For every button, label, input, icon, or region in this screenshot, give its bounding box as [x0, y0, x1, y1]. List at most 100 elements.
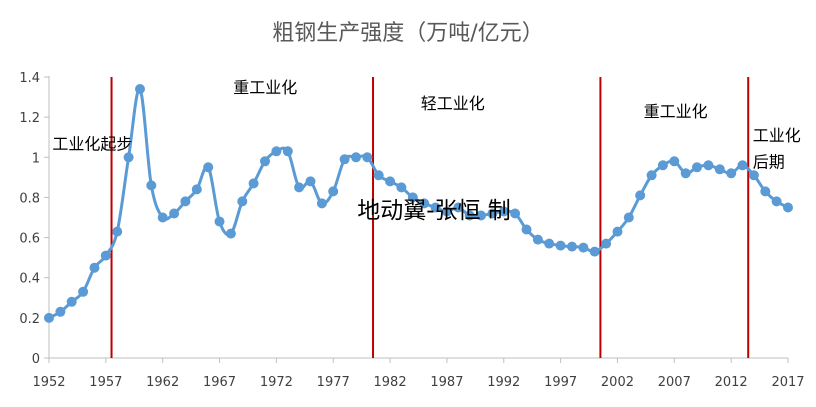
data-point	[476, 210, 486, 221]
data-point	[339, 154, 350, 165]
data-point	[646, 170, 657, 181]
x-tick-label: 1952	[32, 375, 65, 390]
y-tick-label: 0.2	[19, 312, 40, 327]
data-point	[316, 198, 327, 209]
data-point	[760, 186, 771, 197]
x-tick-label: 1982	[374, 375, 407, 390]
data-point	[680, 168, 691, 179]
data-point	[248, 178, 259, 189]
data-point	[441, 206, 452, 217]
data-point	[260, 156, 270, 167]
x-tick-label: 1977	[317, 375, 350, 390]
phase-label: 重工业化	[644, 102, 708, 121]
x-tick-label: 2002	[601, 375, 634, 390]
data-point	[510, 208, 521, 219]
phase-label: 工业化起步	[52, 134, 132, 153]
data-point	[737, 160, 748, 171]
phase-label: 重工业化	[233, 78, 297, 97]
data-point	[453, 202, 464, 213]
phase-dividers	[110, 77, 750, 358]
x-tick-label: 1972	[260, 375, 293, 390]
data-point	[328, 186, 339, 197]
data-point	[100, 250, 111, 261]
data-point	[635, 190, 646, 201]
data-point	[487, 208, 498, 219]
data-point	[430, 202, 441, 213]
y-tick-label: 0.4	[19, 272, 40, 287]
data-point	[237, 196, 248, 207]
data-point	[157, 212, 168, 223]
data-point	[294, 182, 305, 193]
data-point	[726, 168, 737, 179]
y-tick-label: 1.2	[19, 111, 40, 126]
data-point	[783, 202, 793, 213]
data-point	[203, 162, 214, 173]
data-point	[362, 152, 373, 163]
phase-label: 轻工业化	[421, 94, 485, 113]
data-point	[555, 240, 566, 251]
data-point	[282, 146, 293, 157]
data-point	[112, 226, 123, 237]
data-point	[544, 238, 555, 249]
data-point	[589, 246, 600, 257]
y-tick-label: 1	[32, 151, 40, 166]
data-point	[135, 84, 145, 94]
data-point	[692, 162, 702, 173]
y-tick-label: 0.6	[19, 232, 40, 247]
chart-title: 粗钢生产强度（万吨/亿元）	[272, 21, 543, 46]
y-tick-label: 1.4	[19, 71, 40, 86]
x-tick-label: 1957	[89, 375, 122, 390]
watermark: 地动翼-张恒 制	[357, 198, 511, 224]
data-point	[657, 160, 668, 171]
data-point	[78, 286, 89, 297]
x-tick-label: 2007	[658, 375, 691, 390]
data-point	[578, 242, 589, 253]
data-point	[44, 312, 54, 323]
data-point	[55, 306, 66, 317]
data-point	[567, 241, 577, 252]
data-point	[123, 152, 134, 163]
series	[44, 84, 793, 323]
data-point	[225, 228, 236, 239]
data-point	[169, 208, 180, 219]
data-point	[407, 192, 418, 203]
x-tick-label: 1967	[203, 375, 236, 390]
data-point	[464, 210, 475, 221]
data-point	[623, 212, 634, 223]
data-point	[703, 160, 714, 171]
data-point	[612, 226, 623, 237]
data-point	[714, 164, 725, 175]
y-tick-label: 0.8	[19, 191, 40, 206]
x-tick-label: 2017	[771, 375, 804, 390]
x-tick-label: 1992	[487, 375, 520, 390]
data-point	[271, 146, 282, 157]
phase-label: 后期	[753, 152, 785, 171]
phase-label: 工业化	[753, 126, 801, 145]
data-point	[351, 152, 361, 163]
data-point	[305, 176, 316, 187]
data-point	[146, 180, 157, 191]
data-point	[191, 184, 202, 195]
data-point	[373, 170, 384, 181]
data-point	[521, 224, 532, 235]
data-point	[180, 196, 191, 207]
data-point	[669, 156, 680, 167]
data-point	[66, 296, 77, 307]
x-tick-label: 2012	[715, 375, 748, 390]
data-point	[601, 238, 612, 249]
data-point	[385, 176, 396, 187]
data-point	[214, 216, 225, 227]
y-tick-label: 0	[32, 352, 40, 367]
data-point	[771, 196, 782, 207]
data-point	[532, 234, 543, 245]
axes: 0 0.2 0.4 0.6 0.8 1 1.2 1.4 1952 1957 1962 1967 1972…	[19, 71, 804, 390]
data-point	[419, 198, 430, 209]
x-tick-label: 1962	[146, 375, 179, 390]
data-point	[748, 170, 759, 181]
x-tick-label: 1997	[544, 375, 577, 390]
x-tick-label: 1987	[430, 375, 463, 390]
data-point	[498, 206, 509, 217]
data-point	[89, 262, 100, 273]
